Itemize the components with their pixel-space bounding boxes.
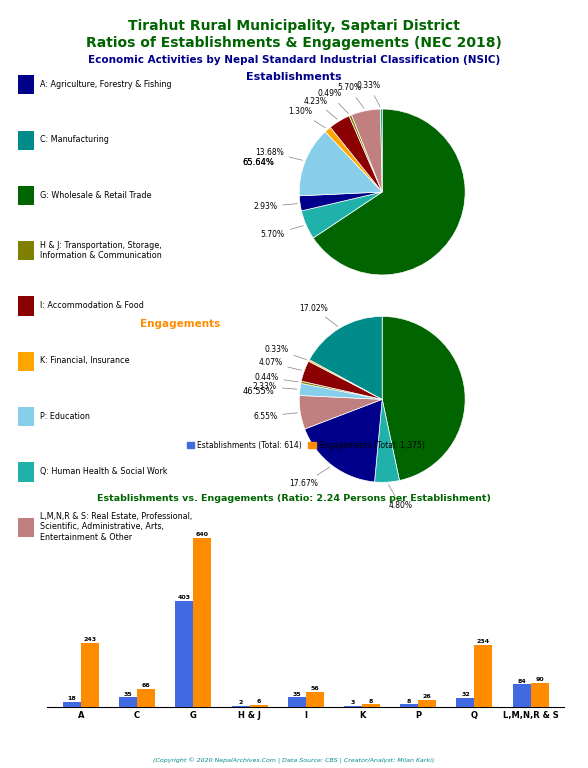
Wedge shape [313, 109, 465, 275]
Text: 26: 26 [423, 694, 432, 699]
Text: 18: 18 [68, 696, 76, 701]
Text: 0.44%: 0.44% [254, 373, 298, 382]
Text: 234: 234 [477, 639, 490, 644]
Text: 4.07%: 4.07% [258, 359, 302, 370]
Bar [513, 684, 531, 707]
Wedge shape [305, 399, 382, 482]
Text: Engagements: Engagements [141, 319, 220, 329]
Wedge shape [299, 132, 382, 196]
Text: 0.49%: 0.49% [318, 90, 349, 114]
Text: 0.33%: 0.33% [357, 81, 381, 107]
Bar [475, 645, 493, 707]
Legend: Establishments (Total: 614), Engagements (Total: 1,375): Establishments (Total: 614), Engagements… [183, 438, 428, 453]
Text: P: Education: P: Education [40, 412, 90, 421]
Wedge shape [382, 316, 465, 481]
Text: A: Agriculture, Forestry & Fishing: A: Agriculture, Forestry & Fishing [40, 80, 172, 89]
Wedge shape [301, 361, 382, 399]
Text: G: Wholesale & Retail Trade: G: Wholesale & Retail Trade [40, 190, 152, 200]
Wedge shape [299, 192, 382, 211]
Text: 5.70%: 5.70% [337, 84, 364, 108]
Text: 32: 32 [461, 693, 470, 697]
Wedge shape [380, 109, 382, 192]
Bar [362, 704, 380, 707]
Bar [531, 683, 549, 707]
Bar [175, 601, 193, 707]
Text: 6: 6 [256, 699, 260, 704]
Bar [456, 698, 475, 707]
Text: 56: 56 [310, 686, 319, 691]
Text: Tirahut Rural Municipality, Saptari District: Tirahut Rural Municipality, Saptari Dist… [128, 19, 460, 33]
Text: 35: 35 [123, 691, 132, 697]
Text: 640: 640 [196, 532, 209, 538]
Text: 403: 403 [178, 594, 191, 600]
Text: 17.02%: 17.02% [299, 303, 338, 326]
Text: 35: 35 [292, 691, 301, 697]
Text: 46.55%: 46.55% [243, 386, 275, 396]
Bar [137, 689, 155, 707]
Wedge shape [349, 115, 382, 192]
Text: Q: Human Health & Social Work: Q: Human Health & Social Work [40, 467, 168, 476]
Text: K: Financial, Insurance: K: Financial, Insurance [40, 356, 129, 366]
Text: (Copyright © 2020 NepalArchives.Com | Data Source: CBS | Creator/Analyst: Milan : (Copyright © 2020 NepalArchives.Com | Da… [153, 758, 435, 764]
Wedge shape [309, 316, 382, 399]
Text: 8: 8 [407, 699, 412, 703]
Text: 0.33%: 0.33% [265, 345, 306, 359]
Wedge shape [301, 381, 382, 399]
Text: 243: 243 [83, 637, 96, 642]
Text: C: Manufacturing: C: Manufacturing [40, 135, 109, 144]
Text: L,M,N,R & S: Real Estate, Professional,
Scientific, Administrative, Arts,
Entert: L,M,N,R & S: Real Estate, Professional, … [40, 512, 192, 541]
Wedge shape [375, 399, 399, 482]
Wedge shape [309, 359, 382, 399]
Wedge shape [325, 127, 382, 192]
Text: Economic Activities by Nepal Standard Industrial Classification (NSIC): Economic Activities by Nepal Standard In… [88, 55, 500, 65]
Text: 17.67%: 17.67% [289, 467, 330, 488]
Wedge shape [299, 383, 382, 399]
Text: Ratios of Establishments & Engagements (NEC 2018): Ratios of Establishments & Engagements (… [86, 36, 502, 50]
Text: Establishments: Establishments [246, 72, 342, 82]
Bar [306, 692, 324, 707]
Text: I: Accommodation & Food: I: Accommodation & Food [40, 301, 144, 310]
Bar [63, 702, 81, 707]
Text: 90: 90 [536, 677, 544, 682]
Bar [418, 700, 436, 707]
Bar [288, 697, 306, 707]
Wedge shape [352, 109, 382, 192]
Text: 66: 66 [142, 684, 151, 688]
Text: 2: 2 [238, 700, 243, 705]
Text: 65.64%: 65.64% [242, 158, 275, 167]
Wedge shape [330, 116, 382, 192]
Text: H & J: Transportation, Storage,
Information & Communication: H & J: Transportation, Storage, Informat… [40, 240, 162, 260]
Text: 6.55%: 6.55% [253, 412, 298, 421]
Text: 2.33%: 2.33% [253, 382, 297, 391]
Text: 5.70%: 5.70% [260, 226, 303, 239]
Bar [400, 704, 418, 707]
Bar [119, 697, 137, 707]
Wedge shape [299, 396, 382, 429]
Bar [193, 538, 211, 707]
Wedge shape [302, 192, 382, 238]
Text: 2.93%: 2.93% [253, 202, 298, 211]
Bar [344, 706, 362, 707]
Text: Establishments vs. Engagements (Ratio: 2.24 Persons per Establishment): Establishments vs. Engagements (Ratio: 2… [97, 494, 491, 503]
Bar [81, 643, 99, 707]
Text: 13.68%: 13.68% [255, 147, 303, 161]
Text: 8: 8 [369, 699, 373, 703]
Text: 4.23%: 4.23% [303, 97, 338, 119]
Bar [249, 705, 268, 707]
Text: 84: 84 [517, 679, 526, 684]
Text: 1.30%: 1.30% [289, 108, 325, 128]
Text: 4.80%: 4.80% [389, 485, 412, 510]
Text: 3: 3 [351, 700, 355, 705]
Text: 65.64%: 65.64% [242, 158, 275, 167]
